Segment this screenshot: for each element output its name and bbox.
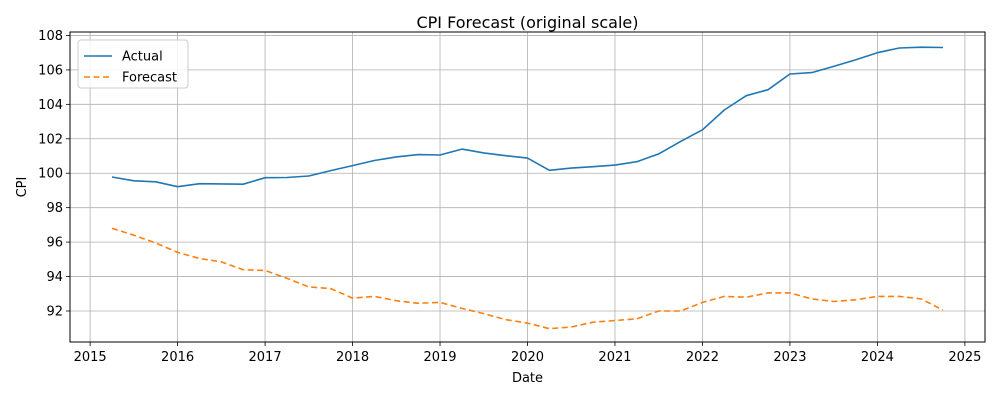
- x-tick-label: 2016: [161, 350, 194, 365]
- y-tick-label: 106: [38, 63, 63, 78]
- x-tick-label: 2023: [773, 350, 806, 365]
- x-tick-label: 2022: [686, 350, 719, 365]
- legend: Actual Forecast: [77, 39, 189, 89]
- series-line-forecast: [111, 227, 944, 330]
- series-lines: [111, 46, 944, 330]
- x-tick-label: 2015: [74, 350, 107, 365]
- series-line-actual: [111, 46, 944, 188]
- y-tick-label: 98: [46, 201, 63, 216]
- x-tick-label: 2025: [948, 350, 981, 365]
- y-tick-label: 102: [38, 132, 63, 147]
- x-tick-label: 2021: [598, 350, 631, 365]
- y-tick-label: 96: [46, 236, 63, 251]
- chart-title: CPI Forecast (original scale): [416, 13, 638, 32]
- y-tick-label: 104: [38, 98, 63, 113]
- x-tick-label: 2019: [423, 350, 456, 365]
- x-axis-title: Date: [512, 371, 543, 386]
- x-tick-label: 2024: [861, 350, 894, 365]
- y-axis-ticks: 92 94 96 98 100 102 104 106 108: [38, 29, 70, 320]
- grid-lines: [70, 32, 985, 342]
- y-tick-label: 108: [38, 29, 63, 44]
- x-tick-label: 2018: [336, 350, 369, 365]
- x-axis-ticks: 2015 2016 2017 2018 2019 2020 2021 2022 2023 2024…: [74, 342, 981, 365]
- x-tick-label: 2020: [511, 350, 544, 365]
- legend-label-actual: Actual: [122, 50, 163, 65]
- legend-label-forecast: Forecast: [122, 71, 177, 86]
- y-tick-label: 100: [38, 167, 63, 182]
- legend-box: [77, 39, 189, 89]
- y-tick-label: 94: [46, 270, 63, 285]
- y-tick-label: 92: [46, 305, 63, 320]
- y-axis-title: CPI: [15, 177, 30, 198]
- x-tick-label: 2017: [249, 350, 282, 365]
